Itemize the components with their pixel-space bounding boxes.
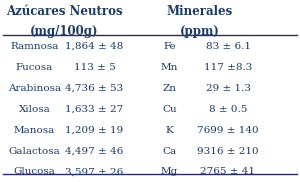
Text: Ramnosa: Ramnosa bbox=[10, 42, 59, 51]
Text: 8 ± 0.5: 8 ± 0.5 bbox=[209, 105, 247, 114]
Text: Mg: Mg bbox=[161, 167, 178, 177]
Text: Minerales: Minerales bbox=[167, 5, 232, 18]
Text: Cu: Cu bbox=[162, 105, 177, 114]
Text: 7699 ± 140: 7699 ± 140 bbox=[197, 126, 259, 135]
Text: Mn: Mn bbox=[161, 63, 178, 72]
Text: 9316 ± 210: 9316 ± 210 bbox=[197, 147, 259, 156]
Text: 1,633 ± 27: 1,633 ± 27 bbox=[65, 105, 124, 114]
Text: Fucosa: Fucosa bbox=[16, 63, 53, 72]
Text: K: K bbox=[166, 126, 173, 135]
Text: 4,736 ± 53: 4,736 ± 53 bbox=[65, 84, 124, 93]
Text: 4,497 ± 46: 4,497 ± 46 bbox=[65, 147, 124, 156]
Text: Glucosa: Glucosa bbox=[14, 167, 56, 177]
Text: Ca: Ca bbox=[162, 147, 177, 156]
Text: 117 ±8.3: 117 ±8.3 bbox=[204, 63, 252, 72]
Text: Manosa: Manosa bbox=[14, 126, 55, 135]
Text: 3,597 ± 26: 3,597 ± 26 bbox=[65, 167, 124, 177]
Text: 113 ± 5: 113 ± 5 bbox=[74, 63, 116, 72]
Text: Xilosa: Xilosa bbox=[19, 105, 50, 114]
Text: 1,209 ± 19: 1,209 ± 19 bbox=[65, 126, 124, 135]
Text: Azúcares Neutros: Azúcares Neutros bbox=[6, 5, 123, 18]
Text: 29 ± 1.3: 29 ± 1.3 bbox=[206, 84, 250, 93]
Text: 2765 ± 41: 2765 ± 41 bbox=[200, 167, 256, 177]
Text: 83 ± 6.1: 83 ± 6.1 bbox=[206, 42, 250, 51]
Text: Zn: Zn bbox=[163, 84, 176, 93]
Text: (ppm): (ppm) bbox=[180, 25, 219, 37]
Text: Arabinosa: Arabinosa bbox=[8, 84, 61, 93]
Text: 1,864 ± 48: 1,864 ± 48 bbox=[65, 42, 124, 51]
Text: Fe: Fe bbox=[163, 42, 176, 51]
Text: (mg/100g): (mg/100g) bbox=[30, 25, 99, 37]
Text: Galactosa: Galactosa bbox=[9, 147, 60, 156]
